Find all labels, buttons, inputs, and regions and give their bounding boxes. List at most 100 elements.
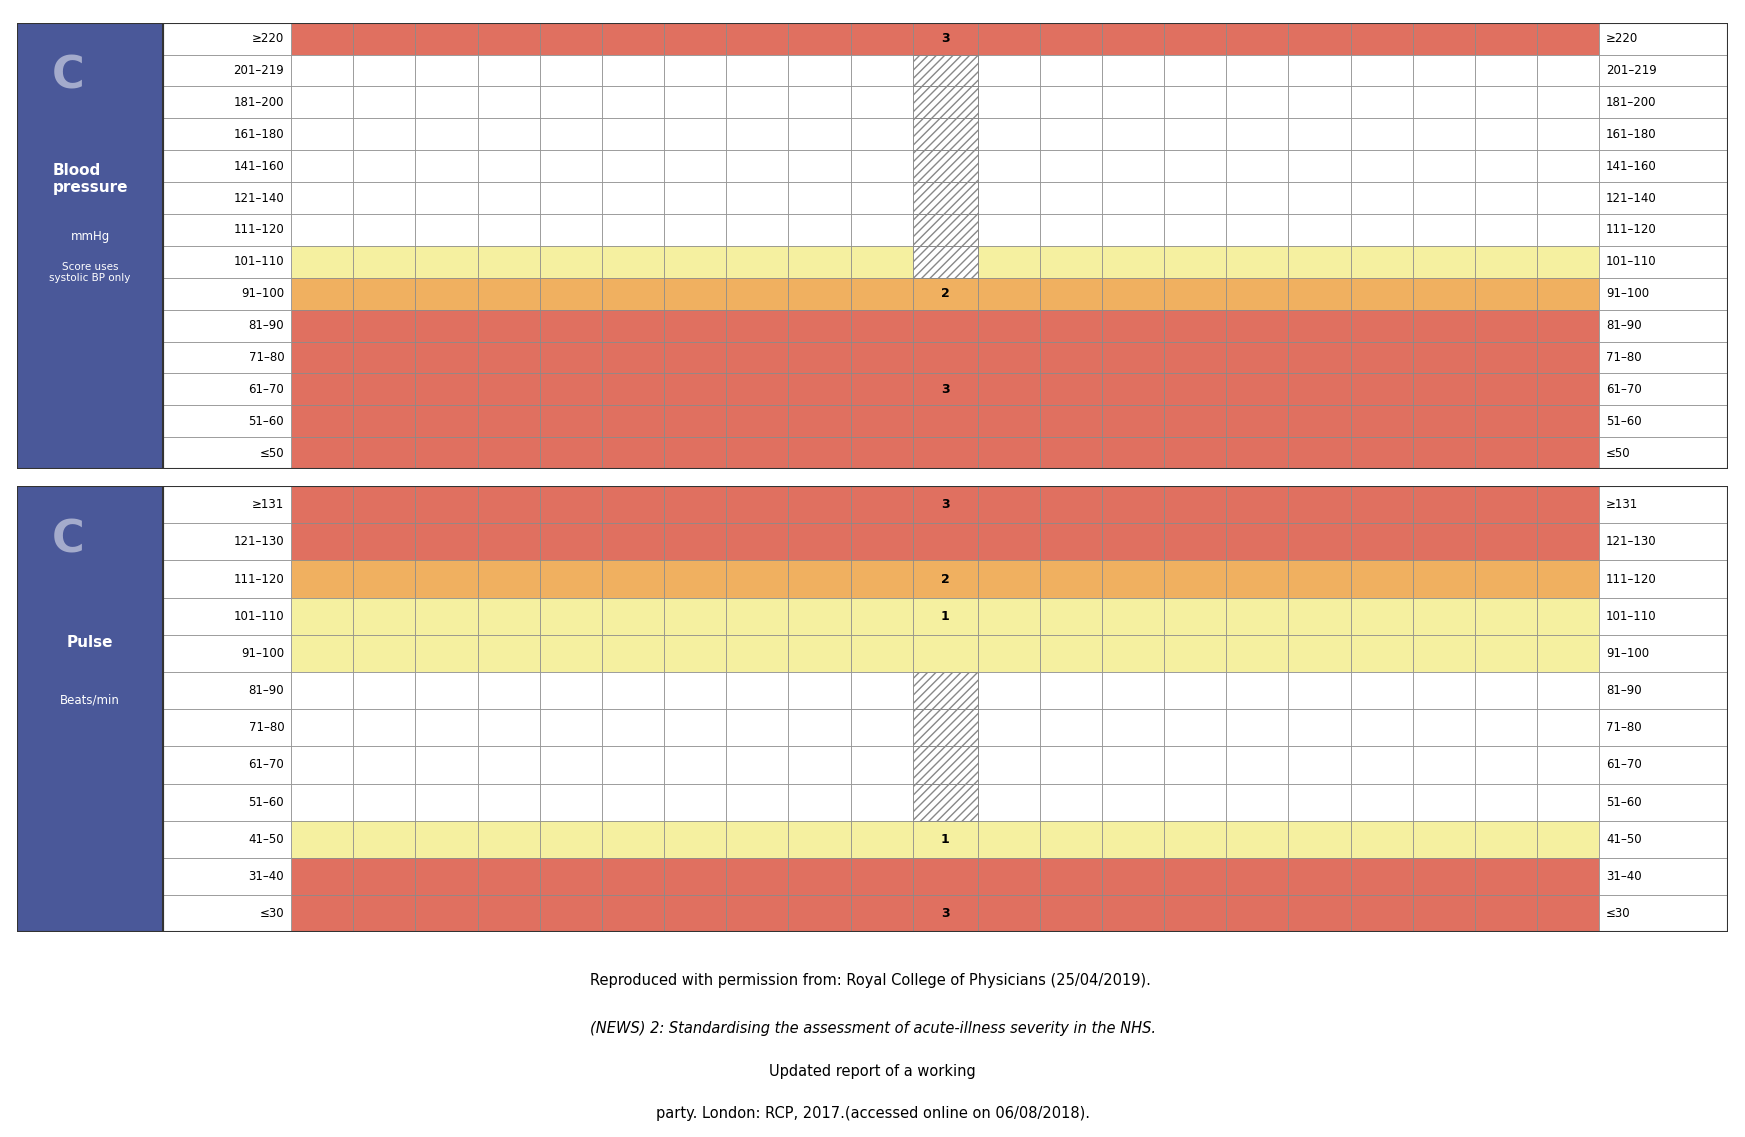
Bar xyxy=(665,437,726,468)
Text: mmHg: mmHg xyxy=(70,231,110,243)
Text: Pulse: Pulse xyxy=(66,634,113,649)
Bar xyxy=(1103,246,1164,277)
Bar xyxy=(1475,821,1537,858)
Bar xyxy=(1475,23,1537,55)
Bar xyxy=(162,86,291,118)
Bar xyxy=(1537,150,1598,182)
Bar xyxy=(1164,309,1227,341)
Bar xyxy=(1227,86,1288,118)
Bar xyxy=(913,561,977,598)
Bar xyxy=(913,86,977,118)
Bar xyxy=(1227,182,1288,214)
Bar xyxy=(913,309,977,341)
Bar xyxy=(913,709,977,746)
Bar xyxy=(1475,487,1537,523)
Text: 101–110: 101–110 xyxy=(1605,609,1656,623)
Bar xyxy=(1040,783,1103,821)
Bar xyxy=(1475,246,1537,277)
Bar xyxy=(665,150,726,182)
Bar xyxy=(352,373,415,405)
Bar xyxy=(1351,895,1413,932)
Bar xyxy=(1475,561,1537,598)
Bar xyxy=(913,182,977,214)
Bar xyxy=(1413,246,1475,277)
Bar xyxy=(478,246,539,277)
Bar xyxy=(913,783,977,821)
Bar xyxy=(415,634,478,672)
Bar xyxy=(539,86,602,118)
Bar xyxy=(415,487,478,523)
Bar xyxy=(1351,487,1413,523)
Bar xyxy=(1598,783,1728,821)
Text: 91–100: 91–100 xyxy=(241,647,284,659)
Text: 201–219: 201–219 xyxy=(1605,64,1658,77)
Bar xyxy=(415,309,478,341)
Bar xyxy=(602,23,665,55)
Bar xyxy=(602,214,665,246)
Text: 41–50: 41–50 xyxy=(1605,833,1642,846)
Bar xyxy=(352,86,415,118)
Bar xyxy=(602,672,665,709)
Bar xyxy=(415,341,478,373)
Bar xyxy=(1164,437,1227,468)
Bar xyxy=(789,277,850,309)
Bar xyxy=(913,23,977,55)
Bar xyxy=(789,672,850,709)
Bar xyxy=(789,214,850,246)
Bar xyxy=(1227,214,1288,246)
Bar xyxy=(602,182,665,214)
Bar xyxy=(1164,214,1227,246)
Text: C: C xyxy=(52,55,86,98)
Bar xyxy=(913,783,977,821)
Bar xyxy=(850,405,913,437)
Bar xyxy=(1598,598,1728,634)
Text: 71–80: 71–80 xyxy=(1605,351,1642,364)
Text: ≤50: ≤50 xyxy=(1605,447,1632,459)
Bar xyxy=(726,437,789,468)
Bar xyxy=(1598,487,1728,523)
Bar xyxy=(1598,55,1728,86)
Bar xyxy=(162,783,291,821)
Text: 141–160: 141–160 xyxy=(234,159,284,173)
Bar xyxy=(1103,214,1164,246)
Text: 61–70: 61–70 xyxy=(248,383,284,396)
Bar xyxy=(850,182,913,214)
Bar xyxy=(415,23,478,55)
Bar xyxy=(1351,23,1413,55)
Bar xyxy=(913,487,977,523)
Text: 111–120: 111–120 xyxy=(1605,224,1658,236)
Bar xyxy=(726,487,789,523)
Bar xyxy=(539,23,602,55)
Bar xyxy=(1103,634,1164,672)
Bar xyxy=(1598,118,1728,150)
Bar xyxy=(726,55,789,86)
Bar xyxy=(1040,858,1103,895)
Bar xyxy=(1103,783,1164,821)
Bar xyxy=(1351,182,1413,214)
Bar xyxy=(1475,86,1537,118)
Bar xyxy=(850,277,913,309)
Bar xyxy=(539,437,602,468)
Bar xyxy=(478,309,539,341)
Bar xyxy=(1040,23,1103,55)
Bar xyxy=(162,309,291,341)
Bar xyxy=(1598,86,1728,118)
Bar xyxy=(913,118,977,150)
Bar xyxy=(415,858,478,895)
Bar xyxy=(539,118,602,150)
Bar xyxy=(415,523,478,561)
Bar xyxy=(789,634,850,672)
Bar xyxy=(539,746,602,783)
Bar xyxy=(1103,858,1164,895)
Bar xyxy=(1040,821,1103,858)
Bar xyxy=(913,746,977,783)
Bar xyxy=(977,118,1040,150)
Bar xyxy=(1227,783,1288,821)
Bar xyxy=(352,561,415,598)
Bar xyxy=(726,373,789,405)
Text: 3: 3 xyxy=(941,32,949,45)
Bar xyxy=(726,783,789,821)
Bar xyxy=(1227,277,1288,309)
Bar xyxy=(162,182,291,214)
Bar xyxy=(726,246,789,277)
